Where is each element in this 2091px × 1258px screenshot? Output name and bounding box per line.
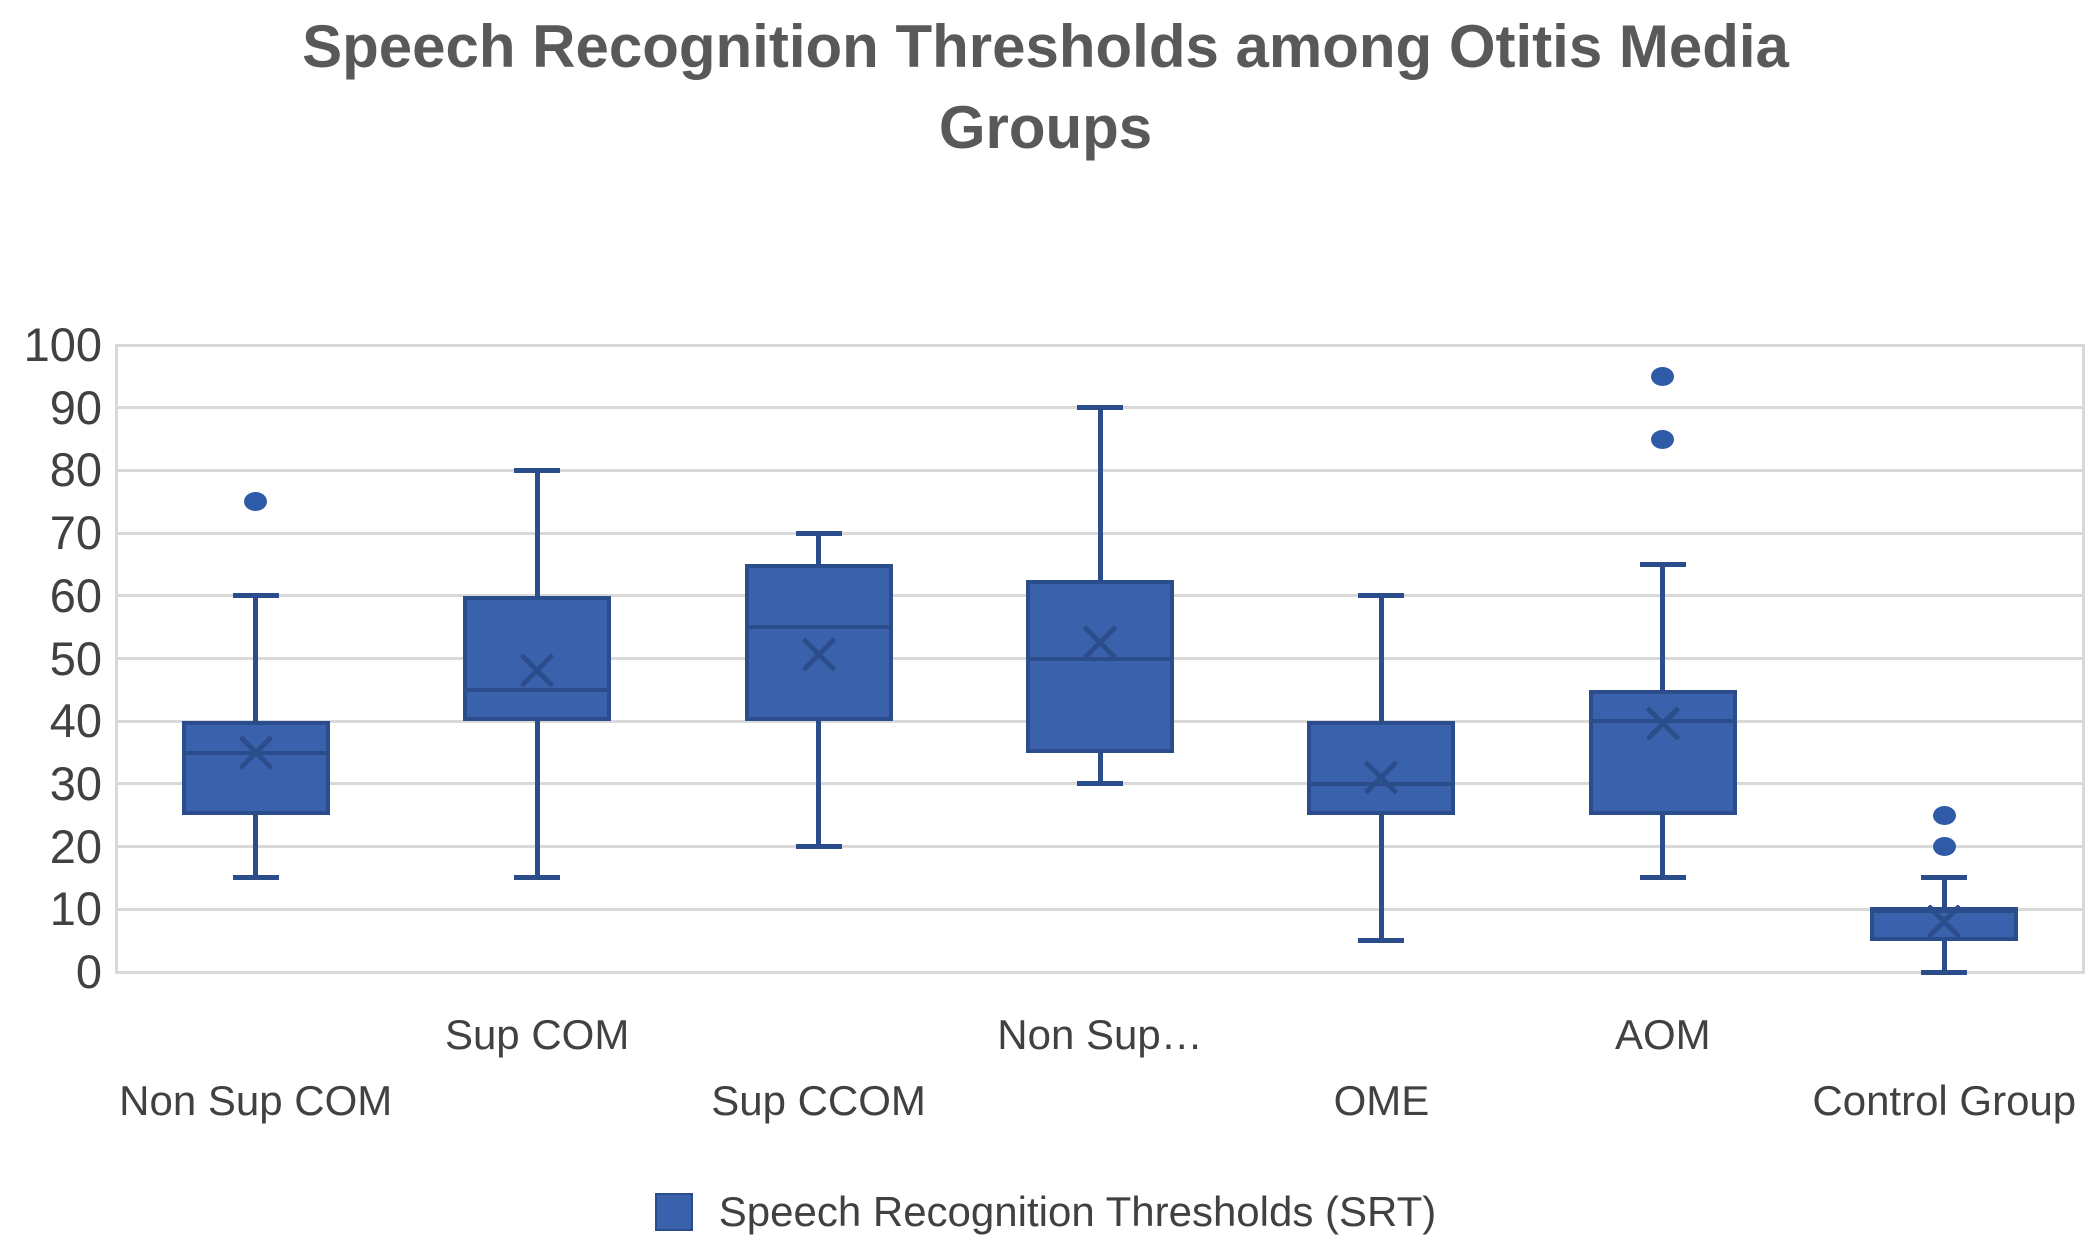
chart-title-line1: Speech Recognition Thresholds among Otit… <box>302 13 1789 80</box>
outlier-point <box>1651 429 1675 449</box>
upper-whisker <box>816 533 822 565</box>
grid-line <box>115 845 2085 849</box>
outlier-point <box>244 492 268 512</box>
x-axis-label: Non Sup… <box>997 1011 1203 1058</box>
x-axis-label: Non Sup COM <box>119 1077 393 1124</box>
y-tick-label: 20 <box>49 819 102 873</box>
x-axis-label: OME <box>1333 1077 1430 1124</box>
min-cap <box>514 875 561 881</box>
iqr-box <box>181 721 330 816</box>
iqr-box <box>1307 721 1456 816</box>
y-tick-label: 100 <box>23 318 102 371</box>
grid-line <box>115 907 2085 911</box>
y-tick-label: 30 <box>49 756 102 810</box>
chart-title: Speech Recognition Thresholds among Otit… <box>0 6 2091 168</box>
min-cap <box>232 875 279 881</box>
upper-whisker <box>1660 564 1666 690</box>
upper-whisker <box>534 470 540 596</box>
mean-x-marker <box>1361 758 1401 798</box>
x-axis-label: Control Group <box>1812 1077 2077 1124</box>
iqr-box <box>1026 580 1174 753</box>
plot-left-border <box>115 345 118 972</box>
max-cap <box>795 530 842 536</box>
legend: Speech Recognition Thresholds (SRT) <box>0 1182 2091 1242</box>
median-line <box>744 625 893 630</box>
outlier-point <box>1932 805 1956 825</box>
iqr-box <box>1588 689 1737 816</box>
min-cap <box>1358 938 1405 944</box>
y-tick-label: 90 <box>49 380 102 434</box>
grid-line <box>115 970 2085 974</box>
iqr-box <box>463 595 612 722</box>
y-tick-label: 70 <box>49 506 102 560</box>
lower-whisker <box>816 721 822 847</box>
plot-area <box>115 343 2085 975</box>
x-axis-label: Sup CCOM <box>711 1077 926 1124</box>
upper-whisker <box>1941 877 1947 910</box>
mean-x-marker <box>1924 902 1964 942</box>
median-line <box>463 687 612 692</box>
lower-whisker <box>1941 940 1947 972</box>
mean-x-marker <box>799 635 839 675</box>
max-cap <box>1358 593 1405 599</box>
y-tick-label: 10 <box>49 882 102 936</box>
max-cap <box>514 467 561 473</box>
mean-x-marker <box>517 651 557 691</box>
y-tick-label: 40 <box>49 694 102 748</box>
y-tick-label: 0 <box>75 945 102 998</box>
lower-whisker <box>1660 815 1666 878</box>
lower-whisker <box>1378 815 1384 941</box>
min-cap <box>1639 875 1686 881</box>
x-axis-label: AOM <box>1615 1011 1711 1058</box>
y-tick-label: 50 <box>49 631 102 685</box>
legend-swatch-icon <box>654 1193 693 1231</box>
upper-whisker <box>1378 595 1384 722</box>
lower-whisker <box>253 815 259 878</box>
lower-whisker <box>1097 752 1103 784</box>
max-cap <box>232 593 279 599</box>
max-cap <box>1639 561 1686 567</box>
iqr-box <box>744 564 893 722</box>
min-cap <box>1077 781 1123 787</box>
x-axis-label: Sup COM <box>444 1011 630 1058</box>
mean-x-marker <box>1080 623 1120 663</box>
grid-line <box>115 343 2085 347</box>
mean-x-marker <box>236 733 276 773</box>
lower-whisker <box>534 721 540 878</box>
plot-right-border <box>2082 345 2085 972</box>
chart-title-line2: Groups <box>938 94 1153 161</box>
y-tick-label: 80 <box>49 443 102 497</box>
median-line <box>1307 781 1456 786</box>
median-line <box>1026 656 1174 661</box>
upper-whisker <box>1097 407 1103 581</box>
median-line <box>1870 907 2019 912</box>
legend-label: Speech Recognition Thresholds (SRT) <box>718 1188 1437 1235</box>
max-cap <box>1921 875 1968 881</box>
upper-whisker <box>253 595 259 722</box>
max-cap <box>1077 405 1123 411</box>
min-cap <box>795 844 842 850</box>
outlier-point <box>1651 366 1675 386</box>
mean-x-marker <box>1643 704 1683 744</box>
min-cap <box>1921 969 1968 975</box>
outlier-point <box>1932 837 1956 857</box>
y-tick-label: 60 <box>49 568 102 622</box>
